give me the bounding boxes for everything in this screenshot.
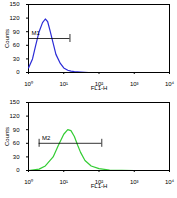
- svg-text:10⁰: 10⁰: [24, 80, 33, 87]
- svg-text:120: 120: [9, 113, 20, 119]
- svg-text:FL1-H: FL1-H: [91, 183, 108, 189]
- svg-text:10⁴: 10⁴: [165, 81, 175, 87]
- svg-text:120: 120: [9, 15, 20, 21]
- svg-text:Counts: Counts: [4, 127, 10, 146]
- svg-text:M2: M2: [42, 135, 51, 141]
- svg-text:10¹: 10¹: [59, 81, 68, 87]
- svg-text:FL1-H: FL1-H: [91, 85, 108, 91]
- svg-text:90: 90: [13, 127, 20, 133]
- svg-text:150: 150: [9, 99, 20, 105]
- svg-text:150: 150: [9, 1, 20, 7]
- svg-text:10¹: 10¹: [59, 179, 68, 185]
- svg-text:0: 0: [16, 167, 20, 173]
- svg-text:10³: 10³: [130, 81, 139, 87]
- svg-text:60: 60: [13, 140, 20, 146]
- svg-text:0: 0: [16, 69, 20, 75]
- svg-text:10⁰: 10⁰: [24, 178, 33, 185]
- svg-text:10⁴: 10⁴: [165, 179, 175, 185]
- svg-text:30: 30: [13, 154, 20, 160]
- svg-text:M1: M1: [32, 30, 41, 36]
- svg-text:90: 90: [13, 29, 20, 35]
- svg-text:30: 30: [13, 56, 20, 62]
- svg-text:60: 60: [13, 42, 20, 48]
- svg-text:10³: 10³: [130, 179, 139, 185]
- svg-text:Counts: Counts: [4, 29, 10, 48]
